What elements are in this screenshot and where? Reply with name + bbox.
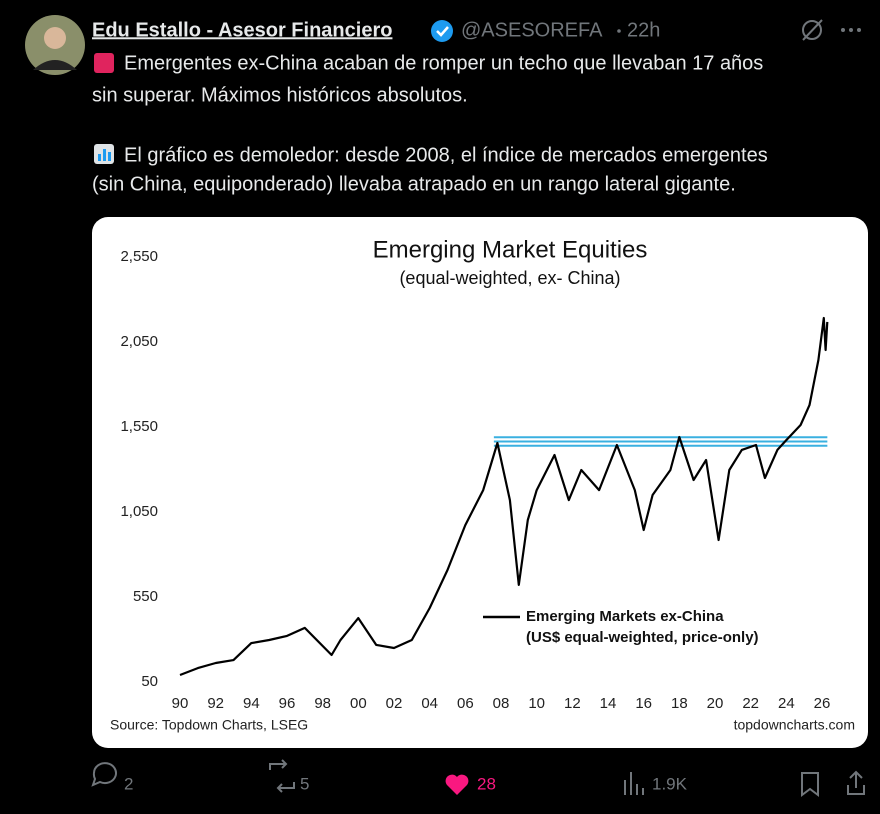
chart-emoji-bars	[98, 149, 111, 161]
y-tick-label: 2,050	[120, 333, 158, 350]
post-text: Emergentes ex-China acaban de romper un …	[124, 52, 763, 74]
x-tick-label: 22	[742, 695, 759, 712]
x-tick-label: 90	[172, 695, 189, 712]
more-icon[interactable]	[841, 28, 861, 32]
share-icon[interactable]	[847, 770, 865, 795]
series-line	[179, 316, 829, 677]
avatar-suit	[33, 60, 77, 70]
like-icon[interactable]	[445, 774, 469, 795]
x-tick-label: 12	[564, 695, 581, 712]
verified-badge	[431, 20, 453, 42]
x-tick-label: 26	[814, 695, 831, 712]
x-tick-label: 94	[243, 695, 260, 712]
grok-slash	[802, 19, 823, 41]
repost-count[interactable]: 5	[300, 774, 309, 793]
x-tick-label: 24	[778, 695, 795, 712]
x-tick-label: 14	[600, 695, 617, 712]
post-text: (sin China, equiponderado) llevaba atrap…	[92, 173, 736, 195]
chart-title: Emerging Market Equities	[373, 236, 648, 263]
x-tick-label: 04	[421, 695, 438, 712]
post-text: El gráfico es demoledor: desde 2008, el …	[124, 144, 768, 166]
verified-check	[436, 26, 449, 37]
x-tick-label: 02	[386, 695, 403, 712]
legend-label: Emerging Markets ex-China	[526, 608, 724, 625]
x-tick-label: 96	[279, 695, 296, 712]
reply-icon[interactable]	[91, 762, 117, 787]
legend-note: (US$ equal-weighted, price-only)	[526, 629, 759, 646]
views-icon[interactable]	[624, 772, 644, 795]
y-tick-label: 50	[141, 673, 158, 690]
y-tick-label: 2,550	[120, 248, 158, 265]
like-count[interactable]: 28	[477, 774, 496, 793]
y-tick-label: 1,550	[120, 418, 158, 435]
handle[interactable]: @ASESOREFA	[461, 19, 603, 41]
chart-card[interactable]	[92, 217, 868, 748]
time[interactable]: 22h	[627, 19, 660, 41]
chart-subtitle: (equal-weighted, ex- China)	[399, 268, 620, 288]
separator	[617, 29, 621, 33]
siren-emoji	[94, 53, 114, 73]
bookmark-icon[interactable]	[801, 772, 819, 797]
x-tick-label: 08	[493, 695, 510, 712]
x-tick-label: 18	[671, 695, 688, 712]
reply-count[interactable]: 2	[124, 774, 133, 793]
author-name[interactable]: Edu Estallo - Asesor Financiero	[92, 19, 392, 41]
y-tick-label: 550	[133, 588, 158, 605]
chart-source: Source: Topdown Charts, LSEG	[110, 717, 308, 733]
chart-credit: topdowncharts.com	[734, 717, 855, 733]
y-tick-label: 1,050	[120, 503, 158, 520]
x-tick-label: 10	[528, 695, 545, 712]
x-tick-label: 16	[635, 695, 652, 712]
x-tick-label: 00	[350, 695, 367, 712]
grok-icon[interactable]	[802, 20, 822, 40]
avatar-face	[44, 27, 66, 49]
x-tick-label: 98	[314, 695, 331, 712]
x-tick-label: 20	[707, 695, 724, 712]
x-tick-label: 06	[457, 695, 474, 712]
post-text: sin superar. Máximos históricos absoluto…	[92, 84, 468, 106]
repost-icon[interactable]	[269, 759, 295, 793]
x-tick-label: 92	[207, 695, 224, 712]
views-count[interactable]: 1.9K	[652, 774, 688, 793]
